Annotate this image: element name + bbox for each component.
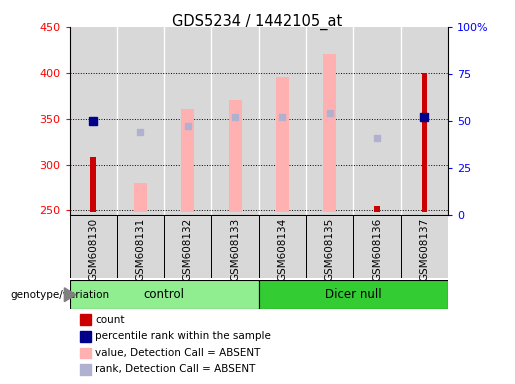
- Text: genotype/variation: genotype/variation: [10, 290, 109, 300]
- Text: GSM608136: GSM608136: [372, 218, 382, 281]
- Bar: [229, 100, 242, 212]
- Bar: [70, 280, 259, 309]
- Text: GSM608137: GSM608137: [419, 218, 430, 281]
- Text: rank, Detection Call = ABSENT: rank, Detection Call = ABSENT: [95, 364, 255, 374]
- Text: percentile rank within the sample: percentile rank within the sample: [95, 331, 271, 341]
- Text: control: control: [144, 288, 185, 301]
- Bar: [422, 73, 427, 212]
- Text: GSM608131: GSM608131: [135, 218, 146, 281]
- Bar: [212, 215, 259, 278]
- Bar: [401, 215, 448, 278]
- Text: GSM608135: GSM608135: [325, 218, 335, 281]
- Bar: [90, 157, 96, 212]
- Bar: [134, 183, 147, 212]
- Bar: [164, 27, 212, 215]
- Text: Dicer null: Dicer null: [325, 288, 382, 301]
- Bar: [212, 27, 259, 215]
- Bar: [70, 215, 117, 278]
- Bar: [181, 109, 195, 212]
- Bar: [259, 27, 306, 215]
- Bar: [323, 55, 336, 212]
- Bar: [70, 27, 117, 215]
- Bar: [306, 27, 353, 215]
- Bar: [306, 215, 353, 278]
- Text: GSM608132: GSM608132: [183, 218, 193, 281]
- Text: GSM608130: GSM608130: [88, 218, 98, 281]
- Bar: [259, 280, 448, 309]
- Text: GSM608133: GSM608133: [230, 218, 240, 281]
- Bar: [374, 206, 380, 212]
- Text: value, Detection Call = ABSENT: value, Detection Call = ABSENT: [95, 348, 261, 358]
- Polygon shape: [64, 288, 76, 302]
- Text: GSM608134: GSM608134: [278, 218, 287, 281]
- Bar: [164, 215, 212, 278]
- Text: count: count: [95, 315, 125, 325]
- Bar: [401, 27, 448, 215]
- Bar: [259, 215, 306, 278]
- Bar: [117, 27, 164, 215]
- Bar: [276, 77, 289, 212]
- Bar: [353, 215, 401, 278]
- Bar: [353, 27, 401, 215]
- Text: GDS5234 / 1442105_at: GDS5234 / 1442105_at: [173, 13, 342, 30]
- Bar: [117, 215, 164, 278]
